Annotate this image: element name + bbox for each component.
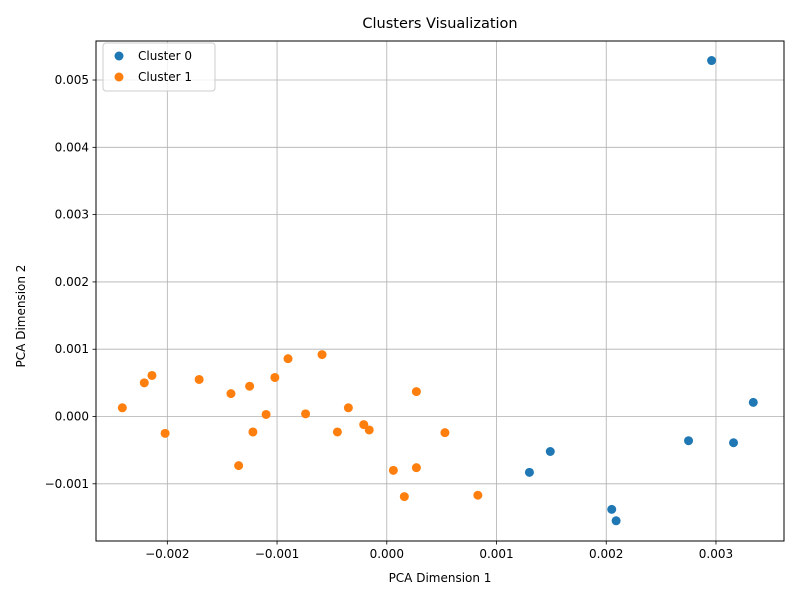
data-point-cluster-0 — [524, 467, 534, 477]
data-point-cluster-1 — [411, 387, 421, 397]
data-point-cluster-1 — [261, 409, 271, 419]
data-point-cluster-1 — [343, 403, 353, 413]
data-point-cluster-1 — [440, 428, 450, 438]
data-point-cluster-1 — [248, 427, 258, 437]
legend-label: Cluster 1 — [138, 70, 192, 84]
x-axis-ticks: −0.002 −0.001 0.000 0.001 0.002 0.003 — [145, 541, 733, 561]
data-point-cluster-1 — [270, 372, 280, 382]
data-point-cluster-1 — [399, 492, 409, 502]
data-point-cluster-1 — [245, 381, 255, 391]
plot-frame — [95, 40, 785, 542]
x-tick-label: −0.002 — [145, 547, 189, 561]
y-tick-label: 0.004 — [55, 140, 89, 154]
data-point-cluster-1 — [317, 350, 327, 360]
y-tick-label: 0.001 — [55, 342, 89, 356]
y-tick-label: 0.002 — [55, 275, 89, 289]
data-point-cluster-0 — [707, 56, 717, 66]
data-points — [117, 56, 758, 526]
legend: Cluster 0 Cluster 1 — [102, 42, 216, 92]
x-axis-title: PCA Dimension 1 — [389, 571, 492, 585]
x-tick-label: 0.001 — [479, 547, 513, 561]
y-tick-label: 0.005 — [55, 73, 89, 87]
grid — [96, 41, 784, 541]
data-point-cluster-1 — [388, 465, 398, 475]
y-tick-label: 0.000 — [55, 410, 89, 424]
data-point-cluster-1 — [301, 409, 311, 419]
legend-label: Cluster 0 — [138, 49, 192, 63]
data-point-cluster-1 — [147, 370, 157, 380]
data-point-cluster-1 — [411, 463, 421, 473]
data-point-cluster-1 — [194, 374, 204, 384]
data-point-cluster-1 — [332, 427, 342, 437]
y-axis-ticks: −0.001 0.000 0.001 0.002 0.003 0.004 0.005 — [45, 73, 96, 491]
y-tick-label: 0.003 — [55, 208, 89, 222]
x-tick-label: 0.000 — [370, 547, 404, 561]
data-point-cluster-1 — [473, 490, 483, 500]
data-point-cluster-1 — [283, 354, 293, 364]
data-point-cluster-1 — [139, 378, 149, 388]
data-point-cluster-0 — [545, 446, 555, 456]
chart-title: Clusters Visualization — [362, 16, 517, 32]
data-point-cluster-0 — [611, 516, 621, 526]
data-point-cluster-0 — [748, 397, 758, 407]
data-point-cluster-1 — [226, 389, 236, 399]
legend-box — [102, 42, 216, 92]
y-tick-label: −0.001 — [45, 477, 89, 491]
legend-marker — [114, 51, 124, 61]
data-point-cluster-0 — [684, 436, 694, 446]
data-point-cluster-1 — [364, 425, 374, 435]
data-point-cluster-1 — [234, 461, 244, 471]
x-tick-label: −0.001 — [255, 547, 299, 561]
data-point-cluster-1 — [160, 428, 170, 438]
data-point-cluster-1 — [117, 403, 127, 413]
x-tick-label: 0.002 — [589, 547, 623, 561]
y-axis-title: PCA Dimension 2 — [14, 265, 28, 368]
x-tick-label: 0.003 — [699, 547, 733, 561]
data-point-cluster-1 — [359, 420, 369, 430]
data-point-cluster-0 — [607, 504, 617, 514]
data-point-cluster-0 — [729, 438, 739, 448]
legend-marker — [114, 72, 124, 82]
